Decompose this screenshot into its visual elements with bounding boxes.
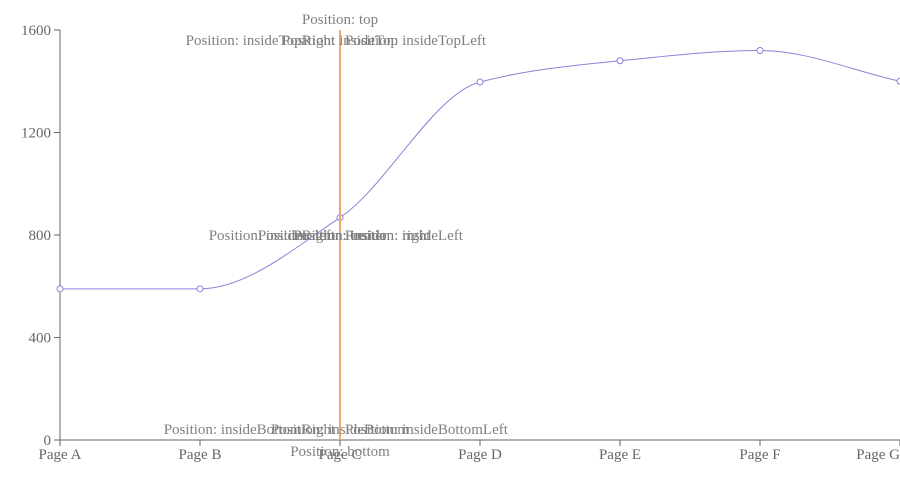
data-point[interactable] [56, 285, 64, 293]
y-tick-label: 0 [44, 433, 52, 449]
reference-line-label: Position: bottom [290, 444, 390, 460]
series-layer [56, 47, 900, 293]
x-tick-label: Page C [319, 447, 362, 463]
y-tick-label: 1200 [21, 126, 51, 142]
reference-line-label: Position: insideBottomLeft [345, 422, 509, 438]
y-tick-label: 800 [29, 228, 52, 244]
data-point[interactable] [616, 57, 624, 65]
reference-line-label: Position: left [258, 228, 336, 244]
reference-line-label: Position: insideBottomRight [164, 422, 336, 438]
x-tick-label: Page G [856, 447, 900, 463]
y-tick-label: 1600 [21, 23, 51, 39]
data-point[interactable] [196, 285, 204, 293]
x-tick-label: Page A [39, 447, 82, 463]
axes: 0 400 800 1200 1600 Page A Page B Page C Page D P… [21, 23, 900, 463]
reference-line-label: Position: insideRight [209, 228, 336, 244]
reference-line-label: Position: insideTopLeft [345, 33, 487, 49]
series-line [60, 49, 900, 290]
reference-line-label: Position: insideBottom [271, 422, 409, 438]
x-tick-label: Page B [179, 447, 222, 463]
data-point[interactable] [476, 78, 484, 86]
data-point[interactable] [896, 77, 900, 85]
data-point[interactable] [756, 47, 764, 54]
x-tick-label: Page D [458, 447, 502, 463]
reference-line-label: Position: insideTop [282, 33, 398, 49]
reference-line-label: Position: inside [294, 228, 387, 244]
y-tick-label: 400 [29, 331, 52, 347]
x-tick-label: Page F [739, 447, 780, 463]
x-tick-label: Page E [599, 447, 641, 463]
reference-line-label: Position: insideTopRight [186, 33, 336, 49]
reference-line-label: Position: insideLeft [345, 228, 464, 244]
reference-line-label: Position: center [293, 228, 387, 244]
reference-line-label: Position: right [345, 228, 431, 244]
reference-line-label: Position: top [302, 12, 378, 28]
